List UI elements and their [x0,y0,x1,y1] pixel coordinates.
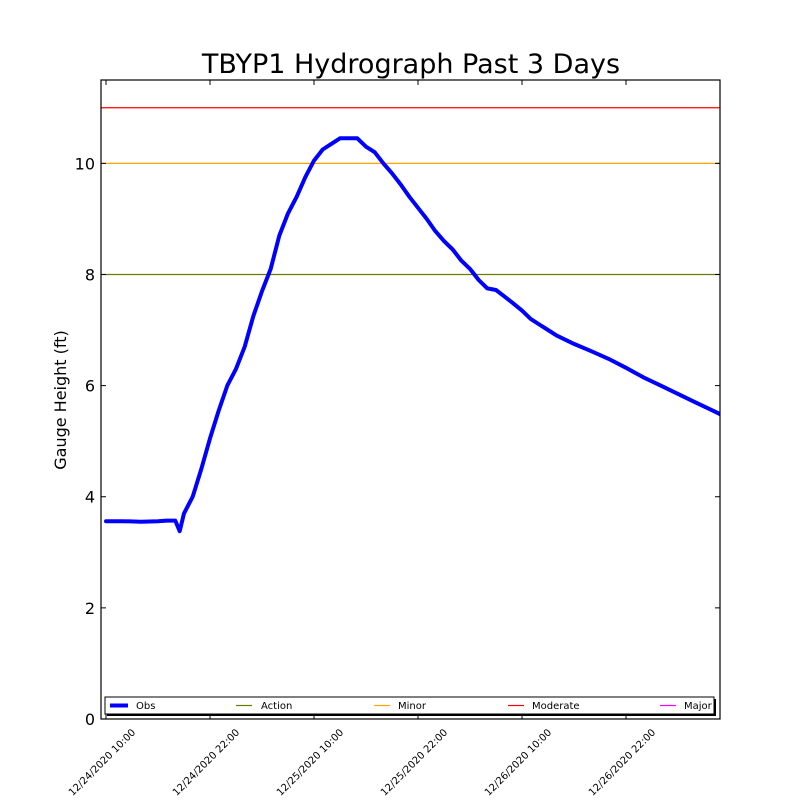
y-tick-label: 4 [85,488,95,507]
legend-label-moderate: Moderate [532,701,580,712]
y-tick-label: 6 [85,377,95,396]
x-tick-label: 12/26/2020 10:00 [483,727,554,798]
legend-box [104,696,715,715]
legend: Obs Action Minor Moderate Major [104,696,716,716]
legend-label-minor: Minor [398,701,427,712]
legend-label-obs: Obs [136,701,155,712]
plot-area [101,107,720,534]
y-tick-label: 2 [85,599,95,618]
y-tick-label: 0 [85,710,95,729]
legend-label-major: Major [684,701,713,712]
x-tick-label: 12/26/2020 22:00 [587,727,658,798]
y-axis-label: Gauge Height (ft) [51,330,70,470]
x-tick-label: 12/24/2020 10:00 [67,727,138,798]
axes: 0 2 4 6 8 10 12/24/2020 10:00 12/24/2020 22:00 1… [67,80,720,799]
y-tick-label: 10 [75,154,95,173]
plot-frame [100,79,721,720]
x-tick-label: 12/25/2020 10:00 [275,727,346,798]
x-tick-label: 12/24/2020 22:00 [171,727,242,798]
chart-title: TBYP1 Hydrograph Past 3 Days [201,49,620,80]
y-tick-label: 8 [85,265,95,284]
legend-label-action: Action [261,701,292,712]
series-line-obs [104,136,720,534]
x-tick-label: 12/25/2020 22:00 [379,727,450,798]
